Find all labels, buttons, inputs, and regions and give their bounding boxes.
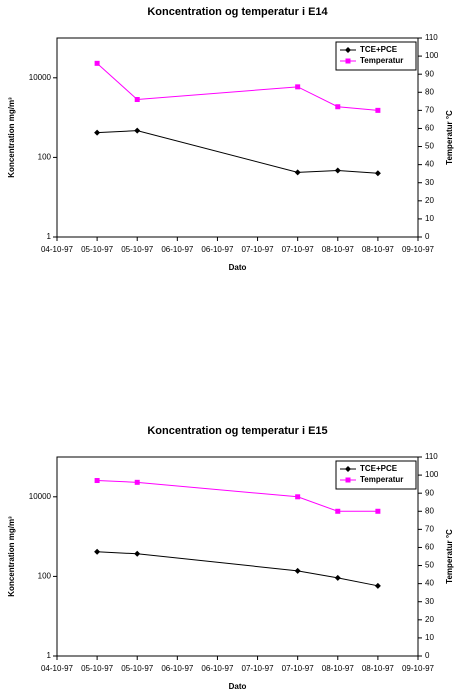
point <box>295 84 301 90</box>
point <box>374 582 381 589</box>
plot-frame <box>56 37 419 238</box>
chart-title: Koncentration og temperatur i E15 <box>147 425 327 437</box>
y2-tick-label: 20 <box>425 615 434 624</box>
legend-box <box>335 41 417 71</box>
x-tick-label: 05-10-97 <box>81 664 114 673</box>
x-tick-label: 09-10-97 <box>402 664 435 673</box>
legend-box <box>335 460 417 490</box>
x-tick-label: 07-10-97 <box>282 245 315 254</box>
y2-tick-label: 40 <box>425 160 434 169</box>
y2-tick-label: 50 <box>425 561 434 570</box>
y2-tick-label: 90 <box>425 69 434 78</box>
point <box>375 508 381 514</box>
legend-label: Temperatur <box>360 475 403 484</box>
x-tick-label: 08-10-97 <box>362 664 395 673</box>
x-tick-label: 04-10-97 <box>41 664 74 673</box>
legend-marker <box>345 466 351 472</box>
y-tick-label: 100 <box>38 153 52 162</box>
y2-axis-label: Temperatur °C <box>445 110 454 165</box>
x-tick-label: 05-10-97 <box>121 664 154 673</box>
point <box>94 548 101 555</box>
x-tick-label: 06-10-97 <box>161 245 194 254</box>
y-tick-label: 1 <box>47 651 52 660</box>
series-line <box>97 551 378 587</box>
chart-title: Koncentration og temperatur i E14 <box>147 6 328 18</box>
y2-tick-label: 10 <box>425 633 434 642</box>
y2-tick-label: 20 <box>425 196 434 205</box>
point <box>134 479 140 485</box>
point <box>134 550 141 557</box>
plot-frame <box>56 456 419 657</box>
legend-marker <box>345 58 351 64</box>
x-tick-label: 07-10-97 <box>242 245 275 254</box>
x-tick-label: 07-10-97 <box>242 664 275 673</box>
legend-marker <box>345 47 351 53</box>
point <box>134 127 141 134</box>
point <box>375 107 381 113</box>
y2-tick-label: 40 <box>425 579 434 588</box>
y2-tick-label: 60 <box>425 543 434 552</box>
y2-tick-label: 50 <box>425 142 434 151</box>
y2-tick-label: 30 <box>425 597 434 606</box>
y2-tick-label: 80 <box>425 87 434 96</box>
x-tick-label: 06-10-97 <box>201 245 234 254</box>
point <box>94 478 100 484</box>
legend-label: Temperatur <box>360 56 403 65</box>
y2-tick-label: 100 <box>425 51 439 60</box>
point <box>334 167 341 174</box>
point <box>334 574 341 581</box>
y2-tick-label: 0 <box>425 232 430 241</box>
y2-tick-label: 70 <box>425 105 434 114</box>
y-axis-label: Koncentration mg/m³ <box>7 97 16 178</box>
x-tick-label: 06-10-97 <box>201 664 234 673</box>
x-axis-label: Dato <box>229 263 247 272</box>
y2-axis-label: Temperatur °C <box>445 529 454 584</box>
legend-marker <box>345 477 351 483</box>
y-tick-label: 1 <box>47 232 52 241</box>
series-line <box>97 130 378 174</box>
point <box>294 169 301 176</box>
y2-tick-label: 70 <box>425 524 434 533</box>
y-tick-label: 100 <box>38 572 52 581</box>
y-tick-label: 10000 <box>29 492 52 501</box>
y2-tick-label: 110 <box>425 33 438 42</box>
y2-tick-label: 0 <box>425 651 430 660</box>
y2-tick-label: 30 <box>425 178 434 187</box>
y2-tick-label: 100 <box>425 470 439 479</box>
x-tick-label: 09-10-97 <box>402 245 435 254</box>
x-axis-label: Dato <box>229 682 247 691</box>
legend-label: TCE+PCE <box>360 45 398 54</box>
point <box>94 129 101 136</box>
point <box>94 60 100 66</box>
x-tick-label: 06-10-97 <box>161 664 194 673</box>
x-tick-label: 04-10-97 <box>41 245 74 254</box>
y2-tick-label: 110 <box>425 452 438 461</box>
x-tick-label: 05-10-97 <box>81 245 114 254</box>
point <box>374 170 381 177</box>
point <box>294 567 301 574</box>
y-axis-label: Koncentration mg/m³ <box>7 516 16 597</box>
y2-tick-label: 60 <box>425 124 434 133</box>
y2-tick-label: 80 <box>425 506 434 515</box>
x-tick-label: 08-10-97 <box>322 245 355 254</box>
y-tick-label: 10000 <box>29 73 52 82</box>
y2-tick-label: 90 <box>425 488 434 497</box>
x-tick-label: 08-10-97 <box>362 245 395 254</box>
x-tick-label: 08-10-97 <box>322 664 355 673</box>
y2-tick-label: 10 <box>425 214 434 223</box>
point <box>295 494 301 500</box>
point <box>134 97 140 103</box>
point <box>335 508 341 514</box>
legend-label: TCE+PCE <box>360 464 398 473</box>
x-tick-label: 05-10-97 <box>121 245 154 254</box>
point <box>335 104 341 110</box>
x-tick-label: 07-10-97 <box>282 664 315 673</box>
